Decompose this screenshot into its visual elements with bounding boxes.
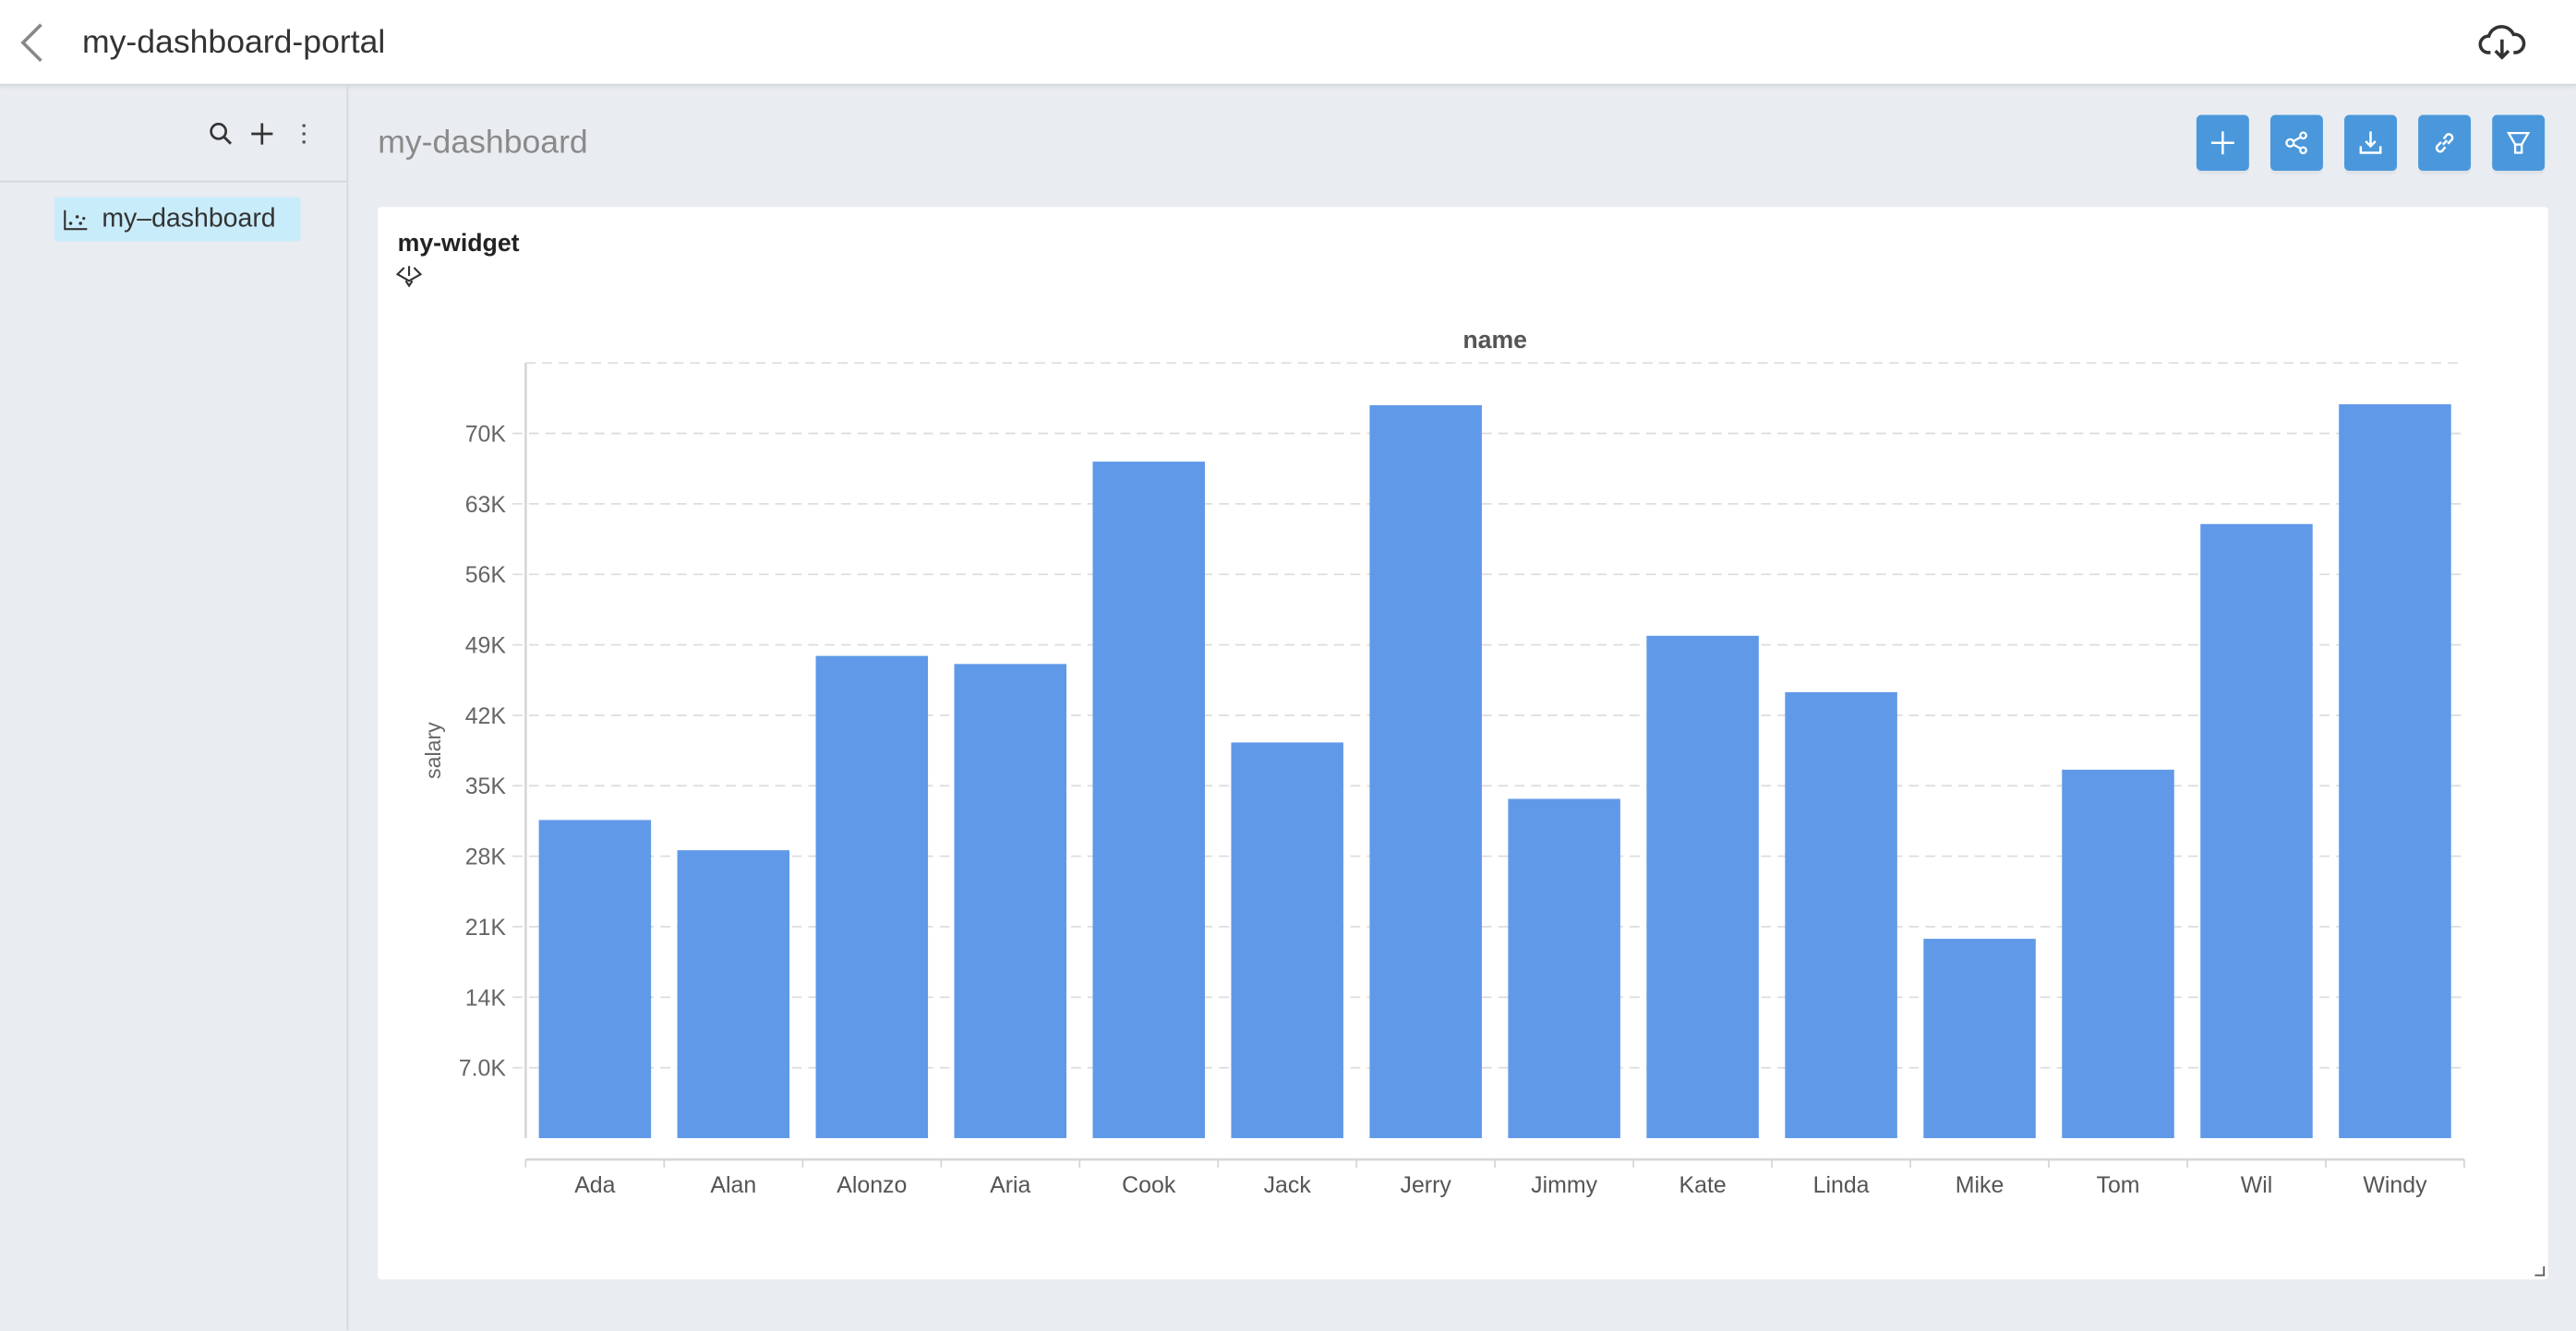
widget-title: my-widget	[397, 230, 520, 258]
top-header: my-dashboard-portal	[0, 0, 2576, 86]
x-tick-label: Alan	[710, 1172, 756, 1198]
x-tick-label: Jack	[1264, 1172, 1312, 1198]
y-axis-label: salary	[421, 722, 445, 779]
x-tick-label: Jimmy	[1531, 1172, 1597, 1198]
add-widget-button[interactable]	[2196, 114, 2249, 172]
dashboard-toolbar	[2196, 114, 2546, 172]
y-tick-label: 63K	[465, 492, 507, 518]
y-tick-label: 21K	[465, 915, 507, 941]
plus-icon[interactable]	[248, 118, 276, 148]
bar-chart: 7.0K 14K 21K 28K 35K 42K 49K 56K 63K 70K name salar…	[421, 326, 2465, 1198]
bar-kate	[1646, 635, 1759, 1139]
search-icon[interactable]	[207, 118, 235, 148]
bar-linda	[1785, 691, 1897, 1139]
bar-jimmy	[1508, 798, 1620, 1139]
chart-title: name	[1463, 326, 1527, 354]
y-tick-label: 49K	[465, 633, 507, 659]
share-button[interactable]	[2269, 114, 2323, 172]
chevron-left-icon[interactable]	[13, 19, 53, 66]
dashboard-title: my-dashboard	[378, 125, 588, 162]
portal-title: my-dashboard-portal	[81, 24, 386, 61]
bar-alonzo	[815, 655, 929, 1139]
scatter-chart-icon	[64, 209, 88, 230]
x-tick-label: Ada	[574, 1172, 615, 1198]
filter-icon	[2506, 131, 2531, 154]
sidebar: my–dashboard	[0, 85, 349, 1331]
x-tick-label: Tom	[2096, 1172, 2139, 1198]
x-tick-label: Windy	[2363, 1172, 2427, 1198]
x-tick-label: Cook	[1122, 1172, 1176, 1198]
link-button[interactable]	[2418, 114, 2472, 172]
x-tick-label: Linda	[1813, 1172, 1870, 1198]
x-tick-label: Wil	[2241, 1172, 2273, 1198]
bar-wil	[2200, 523, 2313, 1139]
bar-windy	[2339, 403, 2451, 1139]
bar-tom	[2062, 769, 2174, 1139]
filter-button[interactable]	[2492, 114, 2546, 172]
bar-alan	[677, 850, 790, 1139]
bar-mike	[1923, 939, 2036, 1139]
bar-jack	[1231, 742, 1343, 1139]
bar-jerry	[1369, 405, 1482, 1139]
sidebar-item-label: my–dashboard	[102, 204, 276, 233]
sidebar-divider	[0, 180, 347, 183]
resize-handle[interactable]	[2534, 1265, 2546, 1277]
y-tick-label: 7.0K	[459, 1056, 507, 1082]
plus-icon	[2210, 131, 2234, 155]
bar-ada	[538, 820, 652, 1139]
x-tick-label: Aria	[990, 1172, 1030, 1198]
y-tick-label: 14K	[465, 985, 507, 1011]
y-tick-label: 56K	[465, 562, 507, 588]
download-button[interactable]	[2344, 114, 2397, 172]
cloud-download-icon[interactable]	[2477, 21, 2526, 64]
x-tick-label: Kate	[1679, 1172, 1726, 1198]
link-icon	[2435, 133, 2454, 153]
download-icon	[2359, 131, 2382, 154]
x-tick-label: Alonzo	[837, 1172, 907, 1198]
x-tick-label: Jerry	[1400, 1172, 1451, 1198]
y-tick-label: 28K	[465, 845, 507, 870]
y-tick-label: 35K	[465, 773, 507, 799]
y-tick-label: 70K	[465, 421, 507, 447]
widget-card: my-widget 7.0K 14K 21K 28K 35K 42K 49K 56K 63K 70…	[378, 207, 2548, 1280]
bar-cook	[1092, 462, 1205, 1139]
drill-icon[interactable]	[395, 264, 423, 295]
x-tick-label: Mike	[1956, 1172, 2004, 1198]
y-tick-label: 42K	[465, 703, 507, 729]
more-vertical-icon[interactable]	[289, 118, 317, 148]
sidebar-item-my-dashboard[interactable]: my–dashboard	[54, 197, 301, 242]
share-icon	[2285, 131, 2307, 155]
bar-aria	[954, 664, 1067, 1139]
